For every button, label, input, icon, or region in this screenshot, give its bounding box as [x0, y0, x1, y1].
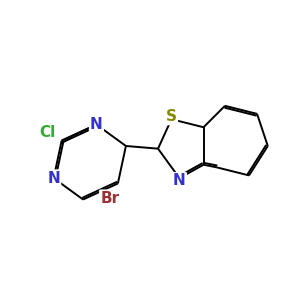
Text: Br: Br: [100, 191, 119, 206]
Text: Cl: Cl: [39, 125, 55, 140]
Text: N: N: [173, 173, 186, 188]
Text: N: N: [47, 171, 60, 186]
Text: S: S: [166, 109, 177, 124]
Text: N: N: [90, 117, 103, 132]
